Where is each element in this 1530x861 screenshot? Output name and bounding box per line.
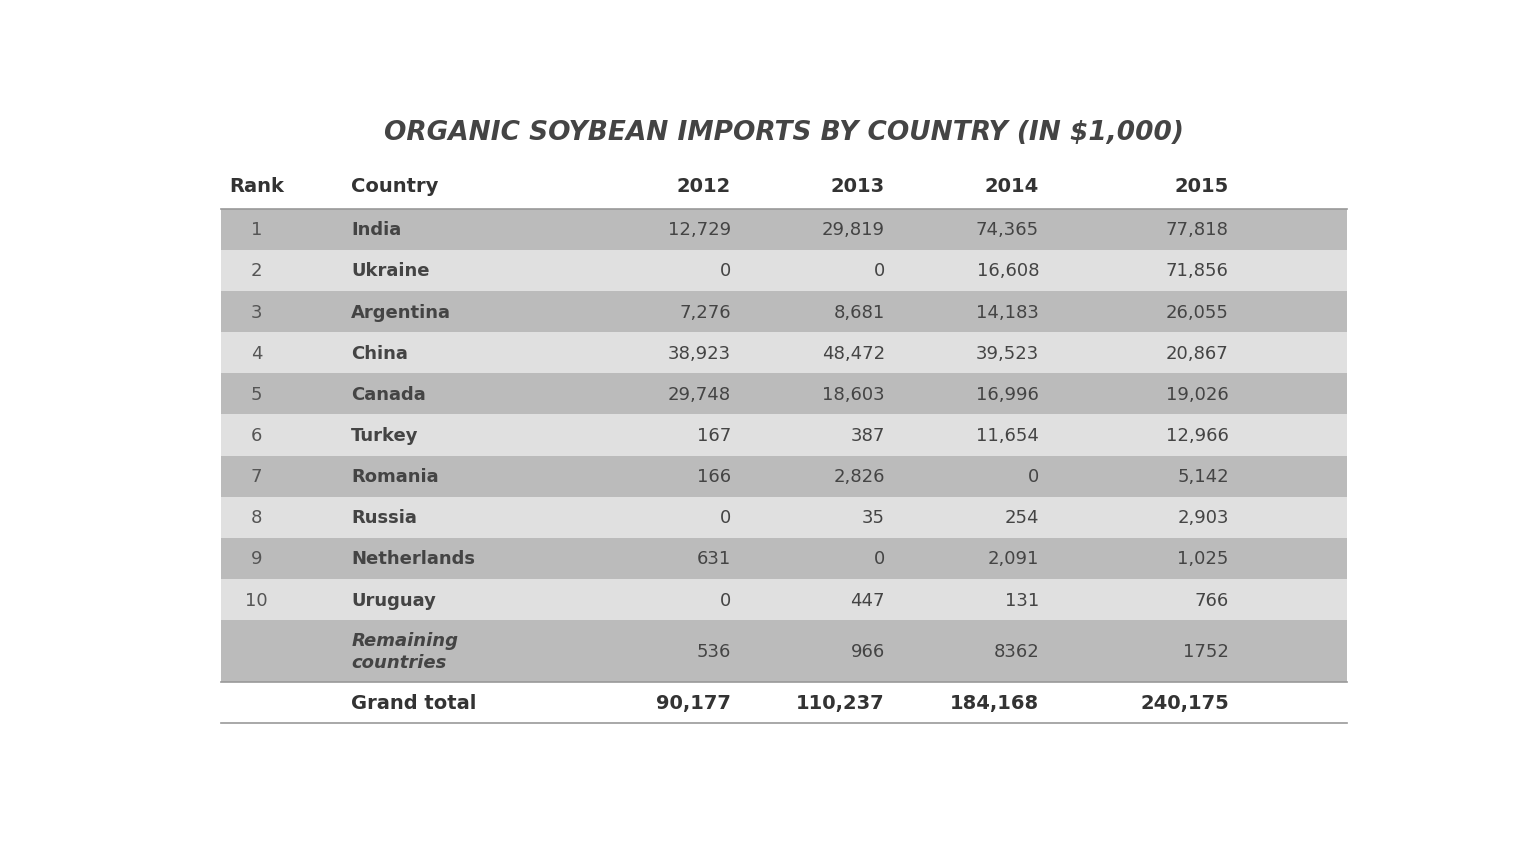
Text: Remaining
countries: Remaining countries (352, 631, 459, 672)
Text: India: India (352, 221, 401, 239)
Text: Turkey: Turkey (352, 426, 419, 444)
Bar (220, 332, 1348, 374)
Text: 2,903: 2,903 (1177, 509, 1229, 527)
Text: Russia: Russia (352, 509, 418, 527)
Text: 0: 0 (1028, 468, 1039, 486)
Text: 8362: 8362 (993, 642, 1039, 660)
Bar (220, 456, 1348, 497)
Bar (220, 621, 1348, 682)
Text: ORGANIC SOYBEAN IMPORTS BY COUNTRY (IN $1,000): ORGANIC SOYBEAN IMPORTS BY COUNTRY (IN $… (384, 121, 1184, 146)
Text: Rank: Rank (230, 177, 285, 195)
Text: 20,867: 20,867 (1166, 344, 1229, 362)
Text: 6: 6 (251, 426, 262, 444)
Text: 1,025: 1,025 (1178, 550, 1229, 567)
Text: 29,748: 29,748 (667, 386, 731, 403)
Text: 0: 0 (719, 591, 731, 609)
Text: Canada: Canada (352, 386, 425, 403)
Text: 0: 0 (719, 509, 731, 527)
Text: Country: Country (352, 177, 439, 195)
Text: 3: 3 (251, 303, 262, 321)
Bar (220, 497, 1348, 538)
Text: 8: 8 (251, 509, 262, 527)
Bar (220, 292, 1348, 332)
Text: Argentina: Argentina (352, 303, 451, 321)
Text: 71,856: 71,856 (1166, 262, 1229, 280)
Text: Grand total: Grand total (352, 693, 477, 712)
Text: 2014: 2014 (985, 177, 1039, 195)
Text: 2012: 2012 (676, 177, 731, 195)
Text: 131: 131 (1005, 591, 1039, 609)
Text: 11,654: 11,654 (976, 426, 1039, 444)
Text: 766: 766 (1195, 591, 1229, 609)
Text: 16,996: 16,996 (976, 386, 1039, 403)
Bar (220, 538, 1348, 579)
Text: 2: 2 (251, 262, 262, 280)
Text: China: China (352, 344, 409, 362)
Text: 167: 167 (696, 426, 731, 444)
Text: 110,237: 110,237 (796, 693, 884, 712)
Text: 19,026: 19,026 (1166, 386, 1229, 403)
Text: 38,923: 38,923 (667, 344, 731, 362)
Text: 184,168: 184,168 (950, 693, 1039, 712)
Text: 0: 0 (874, 262, 884, 280)
Text: 29,819: 29,819 (822, 221, 884, 239)
Text: 14,183: 14,183 (976, 303, 1039, 321)
Text: Netherlands: Netherlands (352, 550, 476, 567)
Text: 18,603: 18,603 (822, 386, 884, 403)
Text: Ukraine: Ukraine (352, 262, 430, 280)
Text: 2013: 2013 (831, 177, 884, 195)
Text: 9: 9 (251, 550, 262, 567)
Text: 12,729: 12,729 (667, 221, 731, 239)
Text: 74,365: 74,365 (976, 221, 1039, 239)
Text: Uruguay: Uruguay (352, 591, 436, 609)
Text: 0: 0 (719, 262, 731, 280)
Text: 966: 966 (851, 642, 884, 660)
Bar (220, 579, 1348, 621)
Text: 7: 7 (251, 468, 262, 486)
Text: 2,091: 2,091 (988, 550, 1039, 567)
Text: 26,055: 26,055 (1166, 303, 1229, 321)
Text: 16,608: 16,608 (976, 262, 1039, 280)
Text: 5: 5 (251, 386, 262, 403)
Text: 240,175: 240,175 (1140, 693, 1229, 712)
Text: 7,276: 7,276 (679, 303, 731, 321)
Text: 8,681: 8,681 (834, 303, 884, 321)
Text: 1: 1 (251, 221, 262, 239)
Text: 254: 254 (1005, 509, 1039, 527)
Bar (220, 374, 1348, 415)
Text: 35: 35 (861, 509, 884, 527)
Text: 5,142: 5,142 (1177, 468, 1229, 486)
Text: 387: 387 (851, 426, 884, 444)
Text: 90,177: 90,177 (656, 693, 731, 712)
Bar (220, 251, 1348, 292)
Text: 10: 10 (245, 591, 268, 609)
Text: 2,826: 2,826 (834, 468, 884, 486)
Text: Romania: Romania (352, 468, 439, 486)
Text: 166: 166 (696, 468, 731, 486)
Text: 77,818: 77,818 (1166, 221, 1229, 239)
Text: 48,472: 48,472 (822, 344, 884, 362)
Text: 447: 447 (851, 591, 884, 609)
Text: 0: 0 (874, 550, 884, 567)
Text: 12,966: 12,966 (1166, 426, 1229, 444)
Text: 631: 631 (696, 550, 731, 567)
Text: 39,523: 39,523 (976, 344, 1039, 362)
Text: 2015: 2015 (1175, 177, 1229, 195)
Bar (220, 415, 1348, 456)
Text: 1752: 1752 (1183, 642, 1229, 660)
Text: 536: 536 (696, 642, 731, 660)
Text: 4: 4 (251, 344, 262, 362)
Bar (220, 209, 1348, 251)
